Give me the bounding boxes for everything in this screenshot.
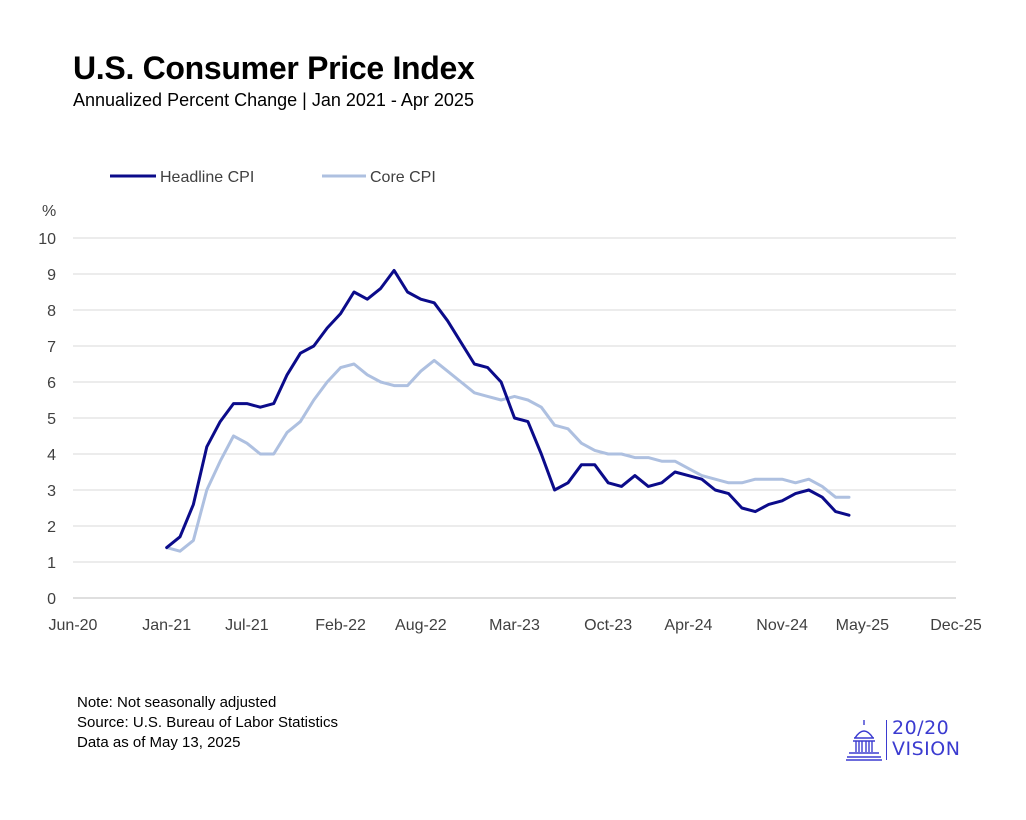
y-tick-labels: 0 1 2 3 4 5 6 7 8 9 10 <box>38 231 56 608</box>
y-tick-label: 6 <box>47 375 56 392</box>
logo-divider <box>886 720 887 760</box>
logo-line-1: 20/20 <box>892 717 950 739</box>
x-tick-label: Feb-22 <box>315 617 366 634</box>
y-tick-label: 7 <box>47 339 56 356</box>
y-tick-label: 1 <box>47 555 56 572</box>
y-tick-label: 10 <box>38 231 56 248</box>
logo-text: 20/20 VISION <box>892 718 960 760</box>
x-tick-label: Apr-24 <box>664 617 712 634</box>
x-tick-label: Aug-22 <box>395 617 447 634</box>
note-line: Note: Not seasonally adjusted <box>77 694 277 711</box>
x-tick-label: Nov-24 <box>756 617 808 634</box>
y-axis-label: % <box>42 203 56 220</box>
series-line-core-cpi <box>165 358 851 553</box>
x-tick-label: Jan-21 <box>142 617 191 634</box>
gridlines <box>73 237 956 599</box>
x-tick-label: Jun-20 <box>49 617 98 634</box>
y-tick-label: 5 <box>47 411 56 428</box>
legend-label-headline-cpi: Headline CPI <box>160 169 254 186</box>
x-tick-label: Dec-25 <box>930 617 982 634</box>
x-tick-label: May-25 <box>836 617 889 634</box>
source-line: Source: U.S. Bureau of Labor Statistics <box>77 714 338 731</box>
y-tick-label: 3 <box>47 483 56 500</box>
x-tick-label: Mar-23 <box>489 617 540 634</box>
chart-title: U.S. Consumer Price Index <box>73 50 475 86</box>
chart-notes: Note: Not seasonally adjusted Source: U.… <box>77 693 338 753</box>
legend: Headline CPI Core CPI <box>110 169 436 186</box>
y-tick-label: 9 <box>47 267 56 284</box>
logo-line-2: VISION <box>892 738 961 760</box>
series-line-headline-cpi <box>165 268 851 550</box>
y-tick-label: 0 <box>47 591 56 608</box>
x-tick-label: Oct-23 <box>584 617 632 634</box>
legend-label-core-cpi: Core CPI <box>370 169 436 186</box>
y-tick-label: 4 <box>47 447 56 464</box>
x-tick-label: Jul-21 <box>225 617 269 634</box>
series-lines <box>165 268 851 553</box>
data-date-line: Data as of May 13, 2025 <box>77 734 241 751</box>
capitol-dome-icon <box>846 720 882 761</box>
y-tick-label: 2 <box>47 519 56 536</box>
chart-canvas: Headline CPI Core CPI % 0 1 2 3 4 5 6 7 8 9 10 Jun… <box>38 169 982 634</box>
y-tick-label: 8 <box>47 303 56 320</box>
logo-20-20-vision: 20/20 VISION <box>846 718 976 764</box>
chart-subtitle: Annualized Percent Change | Jan 2021 - A… <box>73 90 474 110</box>
x-tick-labels: Jun-20 Jan-21 Jul-21 Feb-22 Aug-22 Mar-23 Oct-… <box>49 617 982 634</box>
